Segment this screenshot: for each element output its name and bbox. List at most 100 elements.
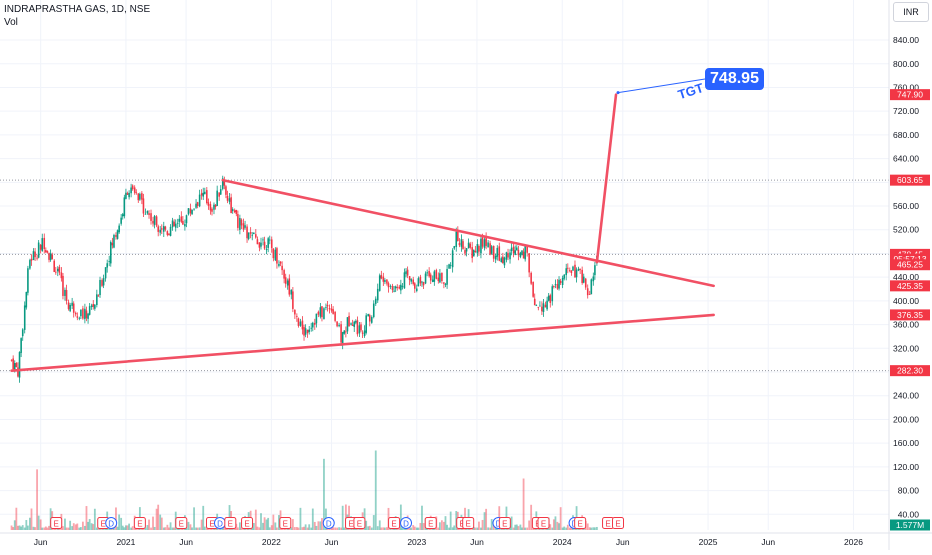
- volume-bar: [448, 527, 450, 530]
- candle-body: [185, 215, 188, 224]
- volume-bar: [39, 519, 42, 530]
- volume-bar: [295, 527, 298, 530]
- volume-bar: [315, 525, 318, 530]
- volume-bar: [419, 522, 422, 530]
- candle-body: [581, 269, 583, 283]
- candle-body: [146, 210, 149, 214]
- candle-body: [120, 217, 122, 224]
- volume-bar: [144, 527, 147, 530]
- candle-body: [64, 289, 66, 296]
- candle-body: [570, 270, 573, 274]
- candle-body: [296, 316, 298, 317]
- volume-bar: [67, 527, 70, 530]
- candle-body: [483, 239, 486, 248]
- volume-bar: [83, 525, 86, 530]
- candle-body: [209, 204, 212, 211]
- price-axis: 840.00800.00760.00720.00680.00640.00600.…: [888, 0, 932, 550]
- candle-body: [116, 230, 119, 239]
- candle-body: [101, 280, 103, 286]
- candle-body: [272, 248, 275, 259]
- candle-body: [356, 320, 359, 335]
- candle-body: [455, 231, 458, 248]
- price-tick-label: 240.00: [893, 391, 919, 401]
- dividend-letter: D: [108, 520, 114, 529]
- currency-button[interactable]: INR: [893, 2, 929, 22]
- candle-body: [233, 210, 236, 213]
- volume-bar: [566, 524, 569, 530]
- candle-body: [49, 253, 52, 261]
- price-tick-label: 320.00: [893, 343, 919, 353]
- candle-body: [408, 276, 411, 280]
- candle-body: [17, 367, 19, 377]
- candle-body: [65, 290, 68, 302]
- candle-body: [319, 307, 322, 317]
- volume-bar: [483, 512, 486, 530]
- candle-body: [104, 267, 107, 279]
- volume-bar: [310, 527, 313, 530]
- candle-body: [368, 315, 371, 322]
- earnings-marker: [175, 517, 188, 529]
- earnings-letter: E: [228, 520, 233, 529]
- candle-body: [451, 250, 454, 268]
- candle-body: [544, 304, 547, 308]
- volume-bar: [126, 525, 129, 530]
- target-price-label[interactable]: 748.95: [705, 68, 764, 90]
- volume-bar: [48, 525, 50, 530]
- candle-body: [537, 306, 540, 308]
- candle-body: [25, 291, 28, 308]
- volume-bar: [278, 515, 280, 530]
- volume-bar: [370, 527, 373, 530]
- volume-bar: [191, 527, 193, 530]
- candle-body: [535, 305, 538, 307]
- earnings-marker: [50, 517, 63, 529]
- volume-bar: [422, 523, 425, 530]
- price-marker-tag: [890, 89, 930, 101]
- volume-bar: [121, 525, 124, 530]
- volume-bar: [116, 526, 119, 530]
- candle-body: [37, 242, 40, 258]
- candle-body: [218, 192, 220, 197]
- candle-body: [374, 298, 377, 304]
- time-tick-label: Jun: [470, 537, 484, 547]
- candle-body: [521, 250, 523, 255]
- candle-body: [394, 286, 397, 289]
- volume-bar: [62, 526, 64, 530]
- volume-bar: [487, 527, 490, 530]
- volume-bar: [95, 527, 98, 530]
- volume-bar: [512, 527, 515, 530]
- candle-body: [41, 238, 44, 251]
- volume-bar: [565, 527, 568, 530]
- volume-label[interactable]: Vol: [4, 17, 18, 28]
- candle-body: [494, 255, 497, 260]
- candle-body: [160, 228, 163, 230]
- volume-bar: [530, 504, 533, 530]
- candle-body: [393, 290, 395, 292]
- volume-bar: [195, 527, 197, 530]
- candle-body: [474, 250, 477, 253]
- volume-bar: [43, 527, 46, 530]
- volume-bar: [472, 526, 475, 530]
- volume-bar: [306, 527, 309, 530]
- candle-body: [391, 285, 394, 290]
- candle-body: [360, 324, 362, 331]
- candle-body: [226, 195, 229, 201]
- candle-body: [415, 288, 418, 291]
- candle-body: [549, 295, 552, 303]
- volume-bar: [476, 527, 479, 530]
- earnings-letter: E: [244, 520, 249, 529]
- volume-bar: [81, 521, 84, 530]
- price-tick-label: 400.00: [893, 296, 919, 306]
- price-tick-label: 160.00: [893, 438, 919, 448]
- candle-body: [200, 193, 203, 196]
- candle-body: [346, 317, 349, 332]
- candle-body: [563, 274, 566, 279]
- candle-body: [125, 192, 127, 199]
- volume-bar: [236, 527, 239, 530]
- dividend-letter: D: [496, 520, 502, 529]
- candle-body: [230, 197, 232, 214]
- volume-bar: [514, 524, 517, 530]
- candle-body: [292, 291, 294, 309]
- symbol-title[interactable]: INDRAPRASTHA GAS, 1D, NSE: [4, 4, 151, 15]
